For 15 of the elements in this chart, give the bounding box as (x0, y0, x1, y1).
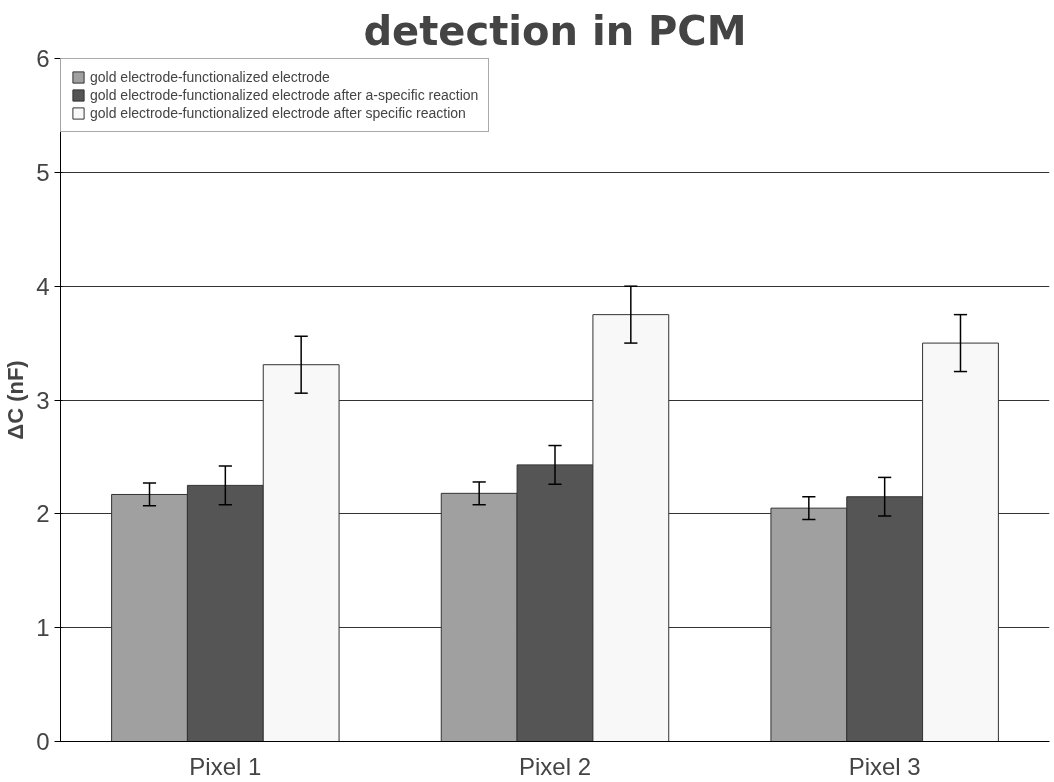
y-tick-label: 5 (36, 158, 50, 186)
y-tick-label: 6 (36, 45, 50, 72)
y-tick-label: 4 (36, 272, 50, 300)
legend-label: gold electrode-functionalized electrode after specific reaction (90, 105, 466, 121)
legend-label: gold electrode-functionalized electrode (90, 69, 330, 85)
legend-label: gold electrode-functionalized electrode after a-specific reaction (90, 87, 479, 103)
y-tick-label: 3 (36, 386, 50, 414)
x-tick-label: Pixel 3 (848, 752, 921, 780)
y-tick-label: 1 (36, 614, 50, 642)
y-axis-title: ΔC (nF) (3, 360, 29, 440)
chart-title: detection in PCM (363, 7, 747, 54)
x-tick-label: Pixel 1 (189, 752, 262, 780)
y-tick-label: 0 (36, 728, 50, 755)
x-tick-label: Pixel 2 (518, 752, 592, 780)
y-tick-label: 2 (36, 500, 50, 528)
